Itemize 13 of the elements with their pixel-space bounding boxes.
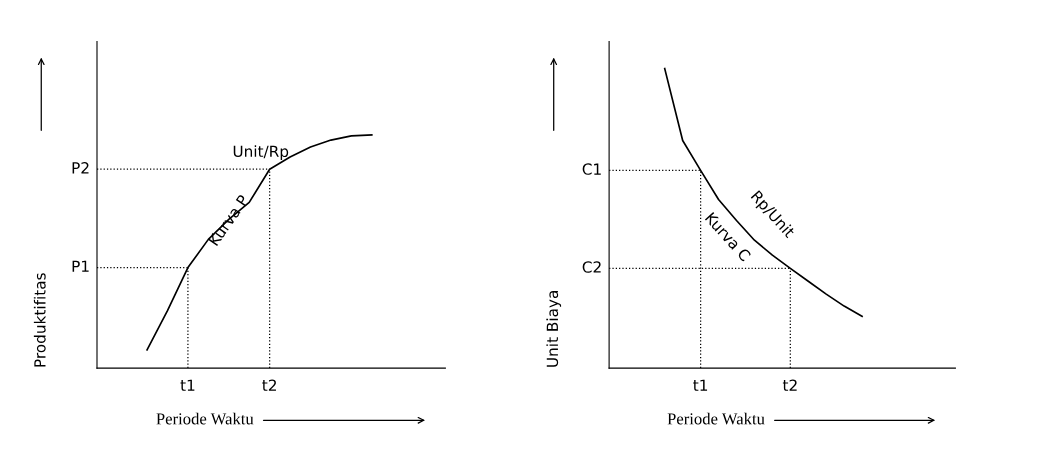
x-tick-label: t2 [262,379,276,391]
ref-line-label: C1 [582,163,601,175]
ref-line-label: C2 [582,261,601,273]
annotation: Unit/Rp [233,145,289,161]
x-tick-label: t1 [180,379,195,391]
x-axis-title: Periode Waktu [667,412,765,425]
y-axis-title: Unit Biaya [546,291,562,367]
x-tick-label: t1 [693,379,708,391]
ref-line-label: P2 [72,162,89,174]
y-axis-title: Produktifitas [33,273,46,367]
ref-line-label: P1 [72,260,89,272]
x-tick-label: t2 [782,379,797,391]
x-axis-title: Periode Waktu [156,412,254,425]
